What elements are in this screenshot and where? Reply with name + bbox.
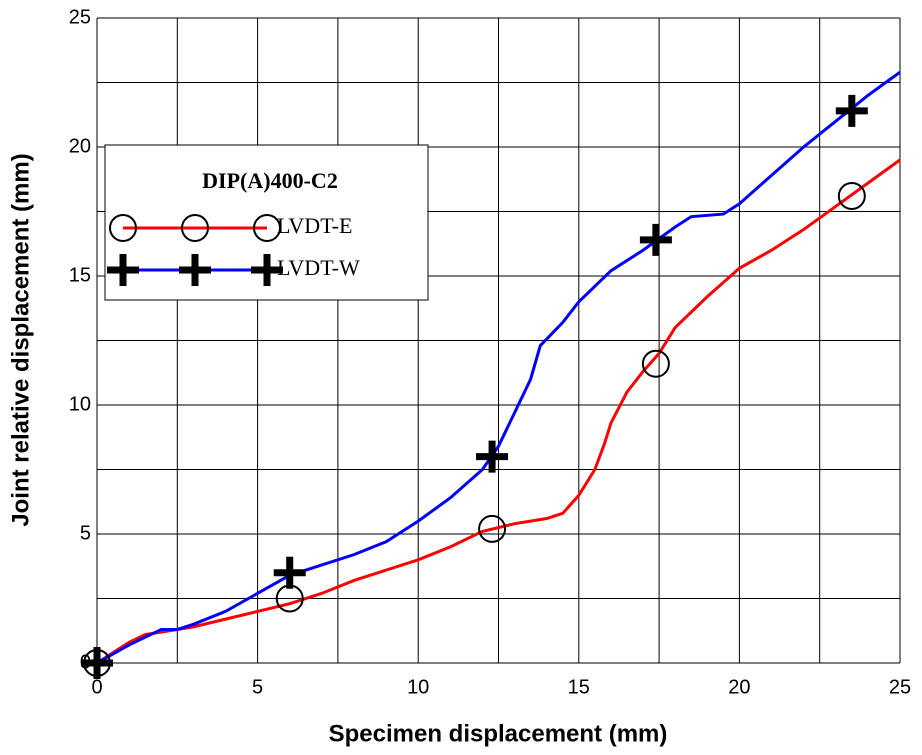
y-tick-label: 10	[69, 393, 91, 415]
marker	[641, 349, 670, 378]
marker	[273, 556, 306, 589]
marker	[478, 514, 507, 543]
marker	[639, 223, 672, 256]
x-tick-label: 25	[889, 676, 911, 698]
marker	[837, 182, 866, 211]
legend-marker	[251, 254, 283, 286]
marker	[835, 94, 868, 127]
legend-marker	[109, 214, 137, 242]
x-tick-label: 15	[568, 676, 590, 698]
x-tick-label: 20	[728, 676, 750, 698]
legend-marker	[253, 214, 281, 242]
x-tick-label: 5	[252, 676, 263, 698]
marker	[81, 647, 113, 679]
y-tick-label: 5	[80, 522, 91, 544]
x-tick-label: 10	[407, 676, 429, 698]
legend-label: LVDT-W	[277, 255, 360, 280]
y-tick-label: 20	[69, 135, 91, 157]
legend-marker	[181, 214, 209, 242]
series-line	[96, 70, 901, 665]
y-tick-label: 25	[69, 6, 91, 28]
legend-marker	[179, 254, 211, 286]
legend-marker	[107, 254, 139, 286]
marker	[476, 440, 509, 473]
legend-title: DIP(A)400-C2	[202, 168, 338, 193]
x-axis-label: Specimen displacement (mm)	[329, 720, 668, 747]
series-line	[96, 158, 901, 665]
y-tick-label: 15	[69, 264, 91, 286]
x-tick-label: 0	[91, 676, 102, 698]
y-axis-label: Joint relative displacement (mm)	[7, 153, 34, 526]
legend-label: LVDT-E	[277, 213, 352, 238]
